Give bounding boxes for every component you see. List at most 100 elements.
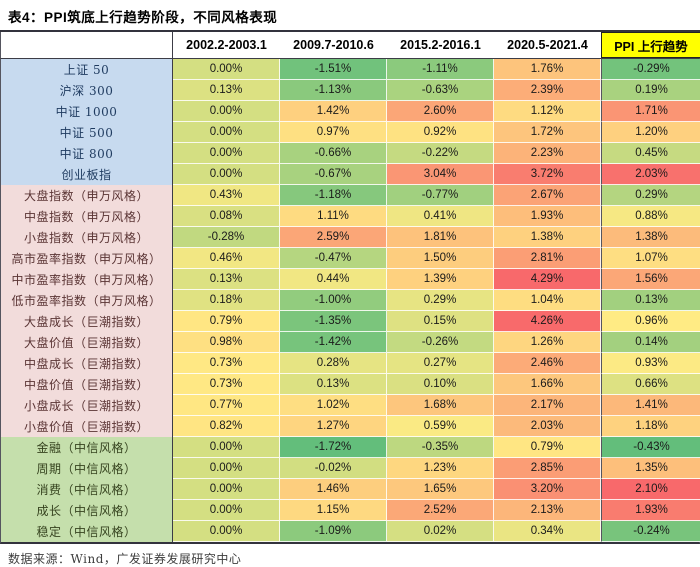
column-header-period: 2009.7-2010.6 [293,38,374,52]
heatmap-cell: 4.26% [494,311,601,332]
heatmap-cell: 0.00% [173,500,280,521]
heatmap-cell: 0.00% [173,437,280,458]
row-label: 中证 800 [1,143,173,164]
row-label: 大盘成长（巨潮指数） [1,311,173,332]
heatmap-cell: 0.79% [494,437,601,458]
row-label: 高市盈率指数（申万风格） [1,248,173,269]
heatmap-cell: 3.20% [494,479,601,500]
table-title: 表4：PPI筑底上行趋势阶段，不同风格表现 [0,0,700,32]
heatmap-cell: 2.85% [494,458,601,479]
heatmap-cell: 0.13% [280,374,387,395]
heatmap-cell: -1.42% [280,332,387,353]
row-label: 小盘指数（申万风格） [1,227,173,248]
heatmap-cell: 0.13% [173,269,280,290]
heatmap-cell: 3.72% [494,164,601,185]
heatmap-cell: 0.00% [173,122,280,143]
table-header-row: 2002.2-2003.1 2009.7-2010.6 2015.2-2016.1 2… [0,32,700,59]
row-label: 中盘指数（申万风格） [1,206,173,227]
heatmap-cell: -0.29% [601,59,700,80]
heatmap-cell: -0.24% [601,521,700,542]
heatmap-cell: 0.08% [173,206,280,227]
heatmap-cell: 2.67% [494,185,601,206]
heatmap-cell: -1.72% [280,437,387,458]
heatmap-cell: -0.67% [280,164,387,185]
heatmap-cell: 1.38% [494,227,601,248]
heatmap-cell: 1.50% [387,248,494,269]
heatmap-cell: 1.65% [387,479,494,500]
heatmap-cell: 0.13% [173,80,280,101]
heatmap-cell: 0.28% [280,353,387,374]
heatmap-cell: 0.00% [173,479,280,500]
heatmap-cell: 0.29% [601,185,700,206]
heatmap-cell: 0.88% [601,206,700,227]
heatmap-cell: 2.03% [494,416,601,437]
heatmap-cell: 1.07% [601,248,700,269]
heatmap-cell: 2.52% [387,500,494,521]
heatmap-cell: -1.35% [280,311,387,332]
heatmap-cell: 0.82% [173,416,280,437]
heatmap-cell: 1.26% [494,332,601,353]
heatmap-cell: -0.22% [387,143,494,164]
heatmap-cell: 0.02% [387,521,494,542]
heatmap-cell: -1.09% [280,521,387,542]
heatmap-cell: 0.41% [387,206,494,227]
heatmap-cell: 1.42% [280,101,387,122]
heatmap-cell: 0.45% [601,143,700,164]
heatmap-cell: 0.46% [173,248,280,269]
row-label: 中盘价值（巨潮指数） [1,374,173,395]
heatmap-cell: 0.18% [173,290,280,311]
heatmap-cell: 1.41% [601,395,700,416]
heatmap-cell: -0.63% [387,80,494,101]
heatmap-cell: 1.18% [601,416,700,437]
heatmap-cell: 1.81% [387,227,494,248]
heatmap-cell: 0.79% [173,311,280,332]
row-label: 金融（中信风格） [1,437,173,458]
heatmap-cell: -1.18% [280,185,387,206]
column-header-period: 2002.2-2003.1 [186,38,267,52]
heatmap-cell: 2.46% [494,353,601,374]
heatmap-cell: 1.68% [387,395,494,416]
heatmap-cell: -0.28% [173,227,280,248]
heatmap-cell: 1.56% [601,269,700,290]
heatmap-cell: -1.13% [280,80,387,101]
row-label: 创业板指 [1,164,173,185]
heatmap-cell: 2.10% [601,479,700,500]
heatmap-cell: 0.13% [601,290,700,311]
heatmap-cell: 2.13% [494,500,601,521]
heatmap-cell: 1.72% [494,122,601,143]
heatmap-cell: 0.73% [173,374,280,395]
heatmap-cell: 0.97% [280,122,387,143]
heatmap-cell: 0.10% [387,374,494,395]
heatmap-cell: 1.66% [494,374,601,395]
heatmap-cell: 1.02% [280,395,387,416]
heatmap-cell: -0.66% [280,143,387,164]
heatmap-cell: 1.39% [387,269,494,290]
row-label: 周期（中信风格） [1,458,173,479]
column-header-period: 2020.5-2021.4 [507,38,588,52]
heatmap-cell: 0.44% [280,269,387,290]
heatmap-cell: 1.04% [494,290,601,311]
heatmap-cell: 0.19% [601,80,700,101]
heatmap-cell: 1.93% [494,206,601,227]
row-label: 中证 500 [1,122,173,143]
heatmap-cell: 0.00% [173,143,280,164]
heatmap-cell: 2.59% [280,227,387,248]
heatmap-cell: 0.00% [173,101,280,122]
heatmap-cell: 2.03% [601,164,700,185]
heatmap-cell: 0.34% [494,521,601,542]
row-label: 小盘成长（巨潮指数） [1,395,173,416]
heatmap-cell: 0.73% [173,353,280,374]
heatmap-cell: 1.15% [280,500,387,521]
heatmap-cell: -0.43% [601,437,700,458]
heatmap-cell: 0.00% [173,59,280,80]
row-label: 大盘价值（巨潮指数） [1,332,173,353]
heatmap-cell: -0.26% [387,332,494,353]
heatmap-cell: -0.02% [280,458,387,479]
header-corner [1,32,173,58]
heatmap-cell: 1.11% [280,206,387,227]
heatmap-cell: 0.96% [601,311,700,332]
heatmap-cell: 0.59% [387,416,494,437]
heatmap-cell: -1.00% [280,290,387,311]
heatmap-cell: 0.00% [173,458,280,479]
